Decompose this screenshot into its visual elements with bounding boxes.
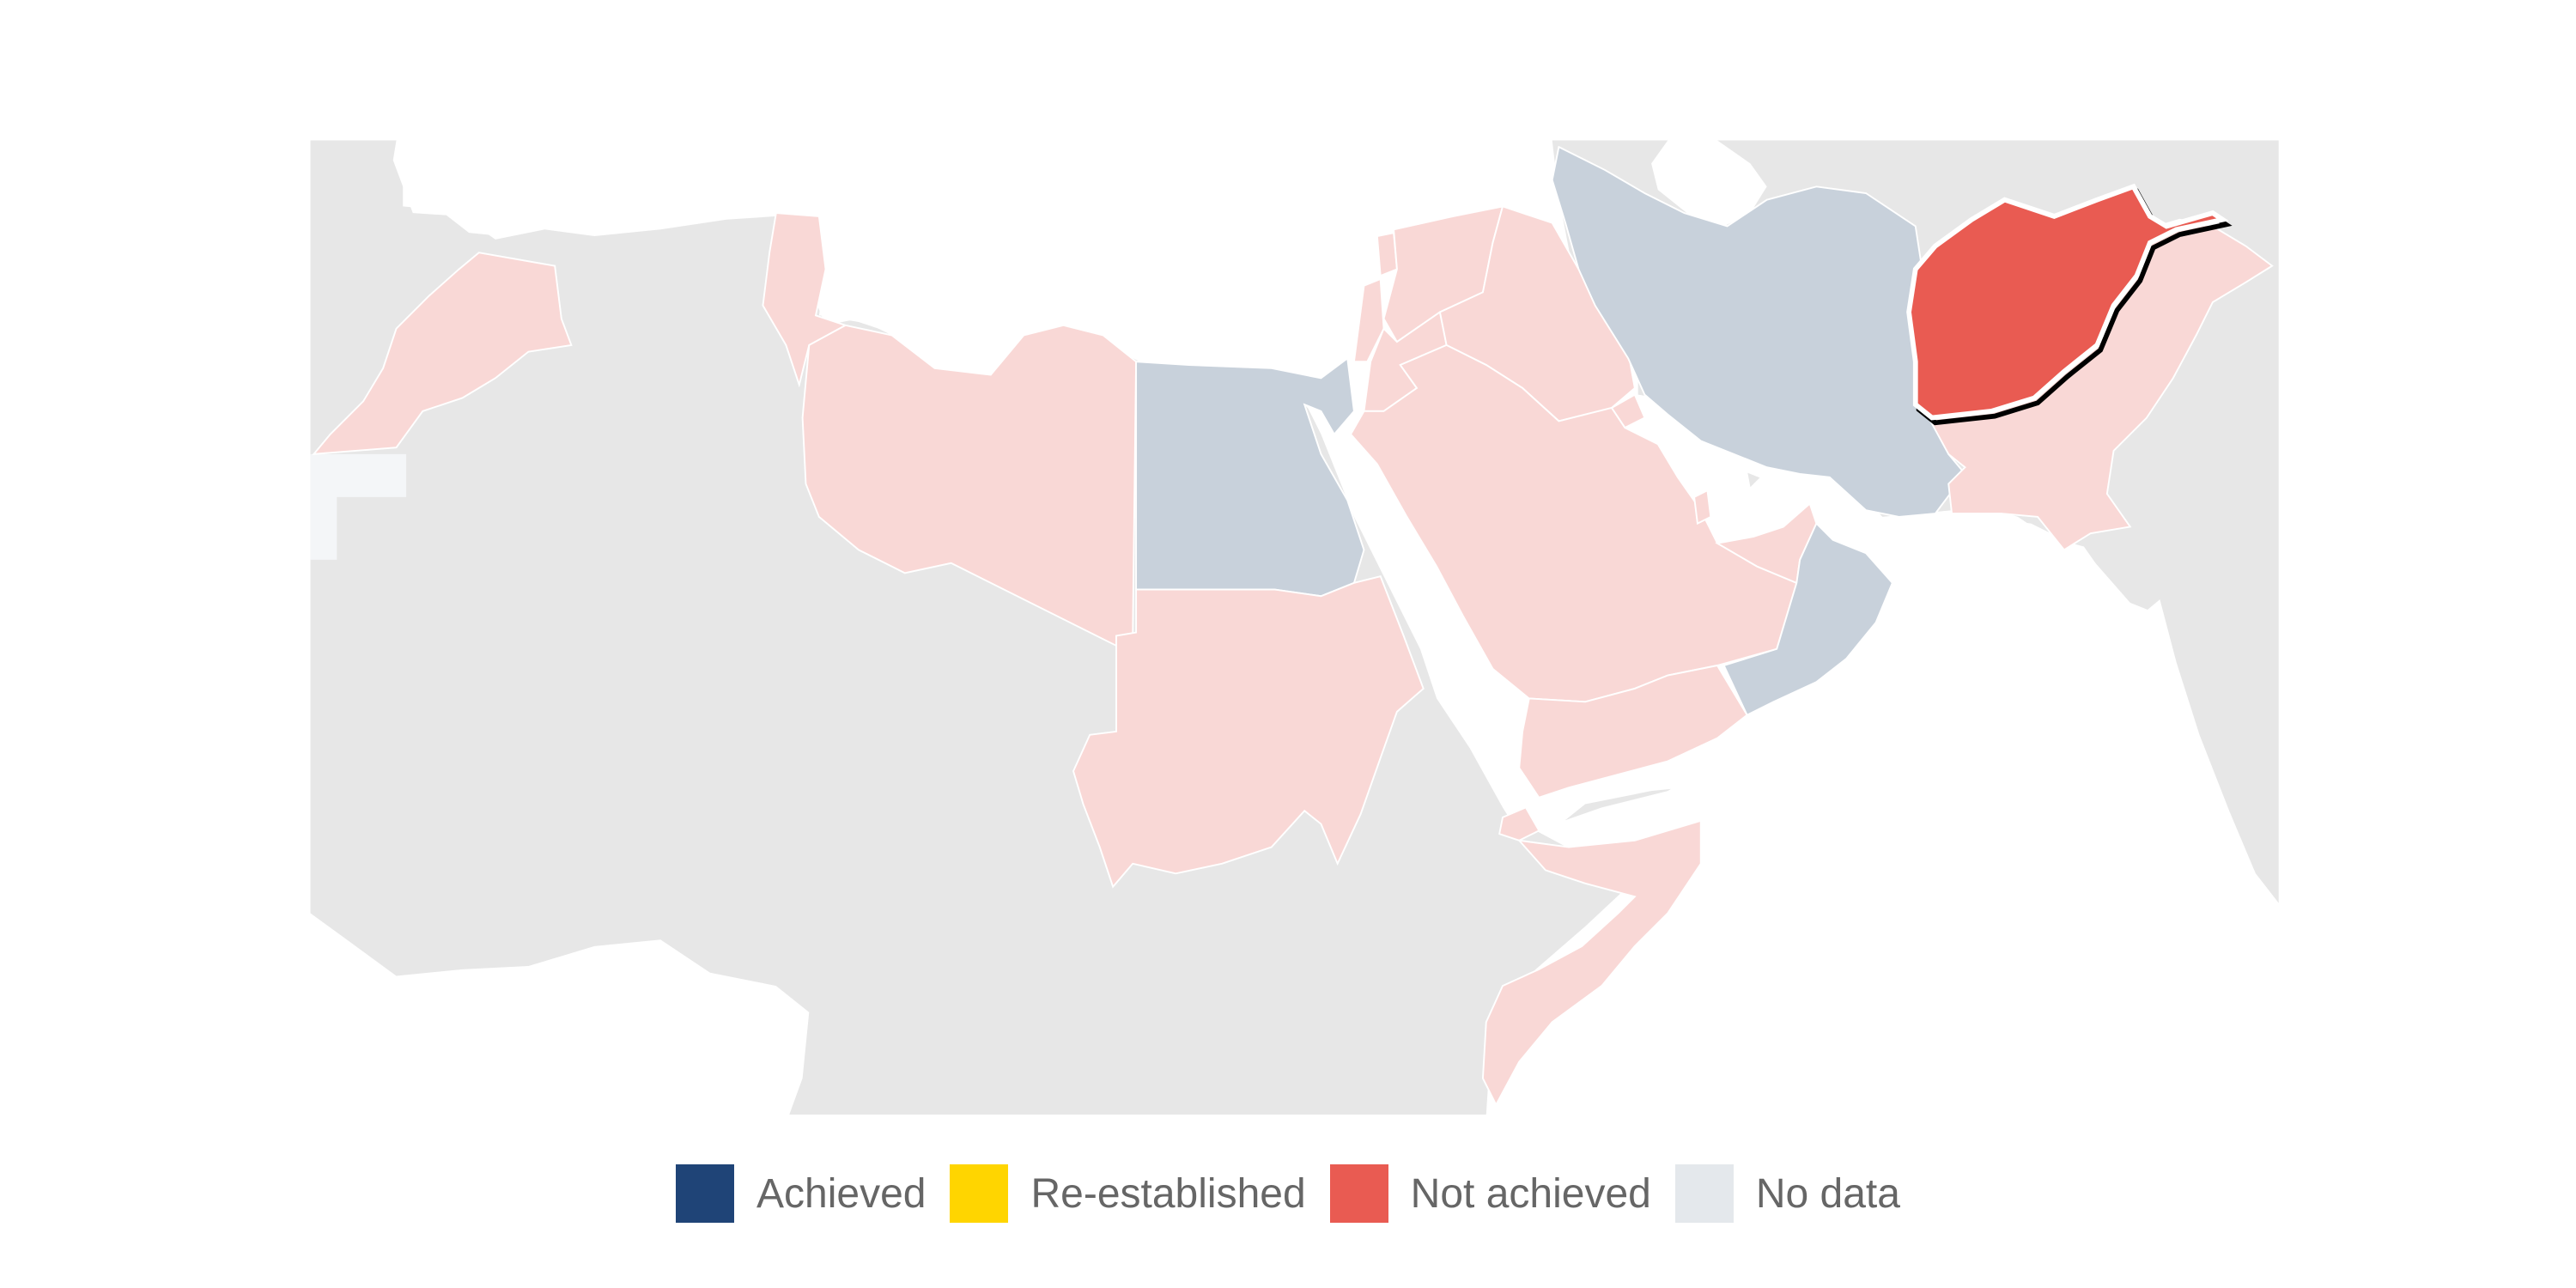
legend: Achieved Re-established Not achieved No …: [0, 1151, 2576, 1236]
legend-item-re-established[interactable]: Re-established: [950, 1164, 1306, 1223]
country-no-data-west: [310, 453, 407, 560]
map-area: [310, 140, 2279, 1115]
legend-swatch-re-established: [950, 1164, 1009, 1223]
caspian-sea: [1651, 140, 1767, 227]
legend-swatch-achieved: [676, 1164, 735, 1223]
legend-label-no-data: No data: [1755, 1170, 1900, 1217]
country-yemen[interactable]: [1518, 664, 1748, 799]
map: [310, 140, 2279, 1115]
country-somalia[interactable]: [1481, 819, 1702, 1107]
country-morocco[interactable]: [312, 252, 573, 455]
country-sudan[interactable]: [1072, 575, 1425, 889]
legend-item-no-data[interactable]: No data: [1674, 1164, 1900, 1223]
legend-swatch-no-data: [1674, 1164, 1734, 1223]
arabian-sea: [1503, 513, 2279, 1115]
country-qatar[interactable]: [1693, 489, 1712, 526]
legend-label-achieved: Achieved: [756, 1170, 927, 1217]
legend-label-not-achieved: Not achieved: [1410, 1170, 1651, 1217]
legend-item-achieved[interactable]: Achieved: [676, 1164, 926, 1223]
country-oman[interactable]: [1722, 521, 1893, 716]
legend-item-not-achieved[interactable]: Not achieved: [1329, 1164, 1651, 1223]
country-djibouti[interactable]: [1498, 806, 1540, 841]
country-palestine[interactable]: [1352, 277, 1385, 363]
mediterranean-sea: [403, 140, 1381, 375]
legend-swatch-not-achieved: [1329, 1164, 1388, 1223]
country-egypt[interactable]: [1135, 356, 1365, 598]
red-sea: [1304, 404, 1569, 837]
country-iran[interactable]: [1551, 145, 1966, 518]
country-libya[interactable]: [801, 324, 1138, 647]
country-afghanistan[interactable]: [1906, 183, 2229, 421]
legend-label-re-established: Re-established: [1030, 1170, 1306, 1217]
